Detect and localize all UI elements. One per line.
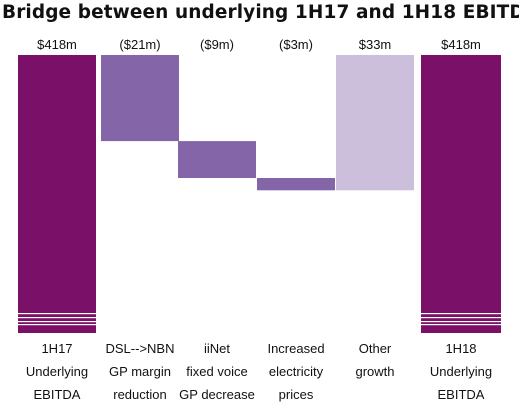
bar-5-stripe-0 [421, 313, 501, 315]
bar-4 [336, 55, 414, 191]
category-label-5-line-1: Underlying [430, 364, 492, 379]
bar-1 [101, 55, 179, 142]
value-label-5: $418m [441, 37, 481, 52]
bar-0-stripe-3 [18, 324, 96, 326]
category-label-0-line-1: Underlying [26, 364, 88, 379]
category-label-0-line-0: 1H17 [41, 341, 72, 356]
bar-2 [178, 141, 256, 178]
category-label-3-line-1: electricity [269, 364, 324, 379]
bar-3 [257, 178, 335, 191]
chart-title: Bridge between underlying 1H17 and 1H18 … [2, 2, 519, 23]
value-label-3: ($3m) [279, 37, 313, 52]
category-label-3-line-2: prices [279, 387, 314, 402]
value-label-1: ($21m) [119, 37, 160, 52]
category-label-1-line-0: DSL-->NBN [106, 341, 175, 356]
bar-5-stripe-3 [421, 324, 501, 326]
bar-0-stripe-0 [18, 313, 96, 315]
value-label-0: $418m [37, 37, 77, 52]
category-label-4-line-0: Other [359, 341, 392, 356]
bar-0-stripe-2 [18, 321, 96, 323]
category-label-2-line-0: iiNet [204, 341, 230, 356]
value-labels-group: $418m ($21m) ($9m) ($3m) $33m $418m [37, 37, 481, 52]
category-label-4-line-1: growth [355, 364, 394, 379]
bar-5-stripe-2 [421, 321, 501, 323]
category-label-0-line-2: EBITDA [34, 387, 81, 402]
bar-0-stripe-1 [18, 317, 96, 319]
value-label-4: $33m [359, 37, 392, 52]
category-label-2-line-1: fixed voice [186, 364, 247, 379]
bars-group [18, 55, 501, 333]
bar-0 [18, 55, 96, 333]
category-labels-group: 1H17 Underlying EBITDA DSL-->NBN GP margin re… [26, 341, 492, 402]
category-label-1-line-2: reduction [113, 387, 166, 402]
category-label-2-line-2: GP decrease [179, 387, 255, 402]
category-label-5-line-0: 1H18 [445, 341, 476, 356]
category-label-5-line-2: EBITDA [438, 387, 485, 402]
value-label-2: ($9m) [200, 37, 234, 52]
category-label-1-line-1: GP margin [109, 364, 171, 379]
bar-5 [421, 55, 501, 333]
bar-5-stripe-1 [421, 317, 501, 319]
category-label-3-line-0: Increased [267, 341, 324, 356]
